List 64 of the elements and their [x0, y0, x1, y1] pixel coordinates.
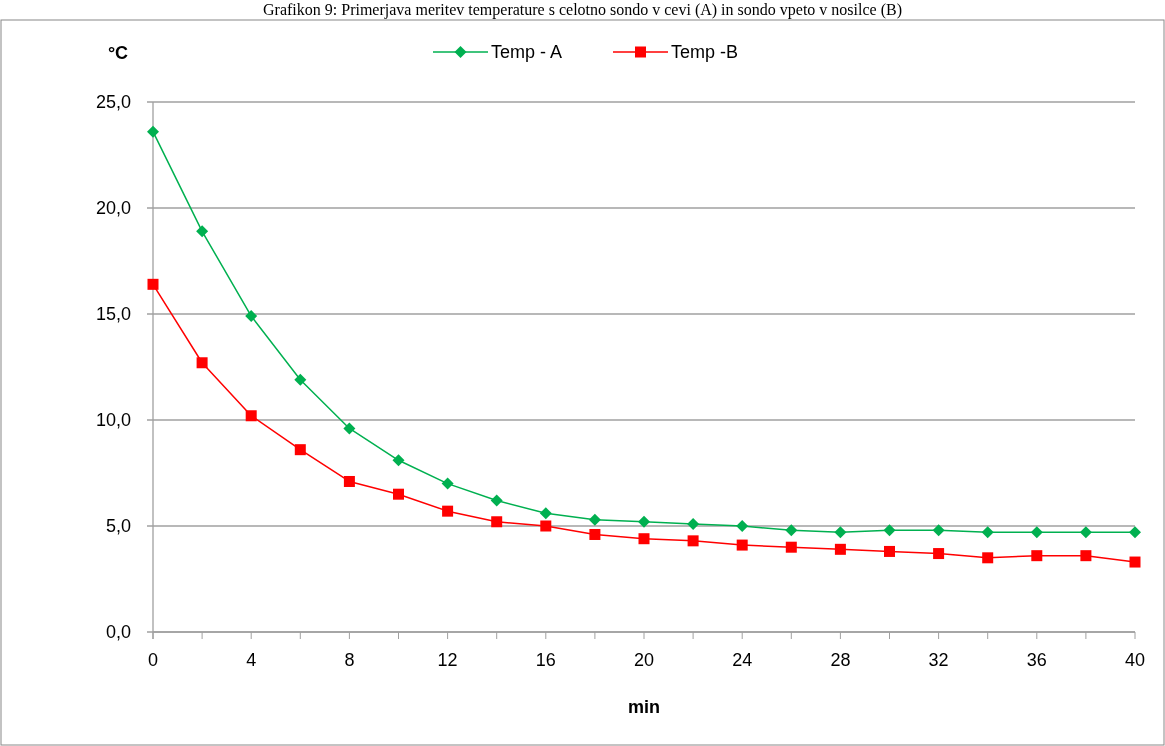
- point: [589, 528, 601, 540]
- point: [834, 526, 847, 539]
- chart-title: Grafikon 9: Primerjava meritev temperature s celotno sondo v cevi (A) in sondo vpeto v nosilce (B): [263, 1, 902, 19]
- x-tick-label: 4: [246, 650, 257, 670]
- point: [540, 520, 552, 532]
- x-tick-label: 28: [830, 650, 851, 670]
- y-tick-label: 5,0: [105, 516, 131, 537]
- point: [982, 552, 994, 564]
- point: [147, 278, 159, 290]
- point: [294, 373, 307, 386]
- y-tick-label: 15,0: [95, 304, 131, 325]
- point: [245, 410, 257, 422]
- point: [1129, 526, 1141, 539]
- x-tick-label: 32: [928, 650, 949, 670]
- y-tick-label: 0,0: [105, 622, 131, 643]
- point: [442, 505, 454, 517]
- point: [491, 516, 503, 528]
- y-tick-label: 10,0: [95, 410, 131, 431]
- x-tick-label: 8: [344, 650, 355, 670]
- x-tick-label: 16: [535, 650, 556, 670]
- legend-label: Temp -B: [671, 42, 739, 63]
- point: [687, 517, 700, 530]
- point: [1030, 526, 1043, 539]
- point: [638, 515, 650, 528]
- point: [343, 422, 356, 435]
- point: [393, 488, 404, 500]
- point: [539, 507, 552, 520]
- y-axis-title: °C: [107, 43, 129, 63]
- point: [196, 225, 209, 238]
- point: [392, 454, 405, 467]
- point: [883, 524, 896, 537]
- x-tick-label: 12: [437, 650, 458, 670]
- point: [981, 526, 994, 539]
- legend-label: Temp - A: [491, 42, 563, 63]
- x-tick-label: 0: [147, 650, 159, 670]
- point: [588, 513, 601, 526]
- point: [736, 539, 748, 551]
- point: [1031, 550, 1043, 562]
- y-tick-label: 25,0: [95, 92, 131, 113]
- x-tick-label: 40: [1124, 650, 1146, 670]
- point: [1079, 526, 1092, 539]
- point: [932, 524, 945, 537]
- point: [1129, 556, 1141, 568]
- point: [1080, 550, 1092, 562]
- point: [834, 543, 846, 555]
- point: [441, 477, 454, 490]
- x-tick-label: 36: [1026, 650, 1047, 670]
- point: [785, 524, 798, 537]
- point: [490, 494, 503, 507]
- point: [687, 535, 699, 547]
- x-tick-label: 24: [732, 650, 753, 670]
- point: [245, 310, 258, 323]
- point: [933, 548, 945, 560]
- point: [196, 357, 208, 369]
- point: [343, 475, 355, 487]
- point: [638, 533, 650, 545]
- point: [736, 520, 749, 532]
- point: [785, 541, 797, 553]
- x-tick-label: 20: [633, 650, 655, 670]
- x-axis-title: min: [627, 697, 661, 717]
- y-tick-label: 20,0: [95, 198, 131, 219]
- point: [294, 444, 306, 456]
- point: [884, 545, 895, 557]
- point: [147, 125, 159, 138]
